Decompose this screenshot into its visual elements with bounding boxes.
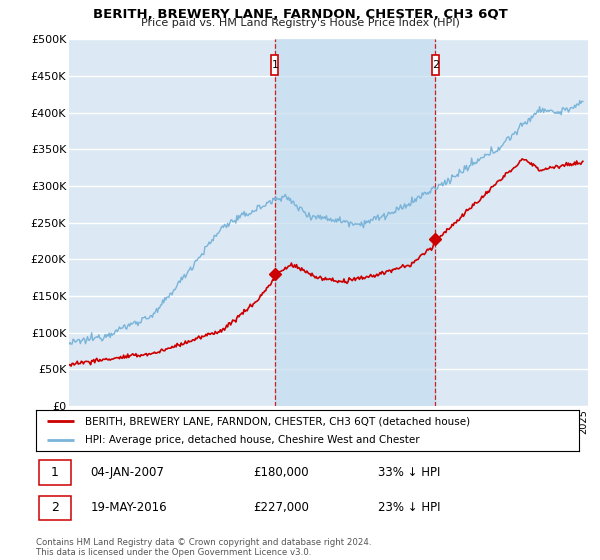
Text: 1: 1 bbox=[271, 60, 278, 70]
Text: BERITH, BREWERY LANE, FARNDON, CHESTER, CH3 6QT (detached house): BERITH, BREWERY LANE, FARNDON, CHESTER, … bbox=[85, 417, 470, 426]
Text: 1: 1 bbox=[51, 466, 59, 479]
FancyBboxPatch shape bbox=[39, 460, 71, 485]
Text: 19-MAY-2016: 19-MAY-2016 bbox=[91, 501, 167, 515]
Text: 04-JAN-2007: 04-JAN-2007 bbox=[91, 466, 164, 479]
FancyBboxPatch shape bbox=[432, 55, 439, 75]
Text: Contains HM Land Registry data © Crown copyright and database right 2024.
This d: Contains HM Land Registry data © Crown c… bbox=[36, 538, 371, 557]
Text: 2: 2 bbox=[431, 60, 439, 70]
Bar bbox=[275, 39, 435, 406]
Text: HPI: Average price, detached house, Cheshire West and Chester: HPI: Average price, detached house, Ches… bbox=[85, 435, 419, 445]
FancyBboxPatch shape bbox=[271, 55, 278, 75]
Text: 33% ↓ HPI: 33% ↓ HPI bbox=[378, 466, 440, 479]
Text: 2: 2 bbox=[51, 501, 59, 515]
FancyBboxPatch shape bbox=[39, 496, 71, 520]
Text: £227,000: £227,000 bbox=[253, 501, 309, 515]
Text: Price paid vs. HM Land Registry's House Price Index (HPI): Price paid vs. HM Land Registry's House … bbox=[140, 18, 460, 29]
Text: BERITH, BREWERY LANE, FARNDON, CHESTER, CH3 6QT: BERITH, BREWERY LANE, FARNDON, CHESTER, … bbox=[92, 8, 508, 21]
Text: £180,000: £180,000 bbox=[253, 466, 309, 479]
Text: 23% ↓ HPI: 23% ↓ HPI bbox=[378, 501, 440, 515]
